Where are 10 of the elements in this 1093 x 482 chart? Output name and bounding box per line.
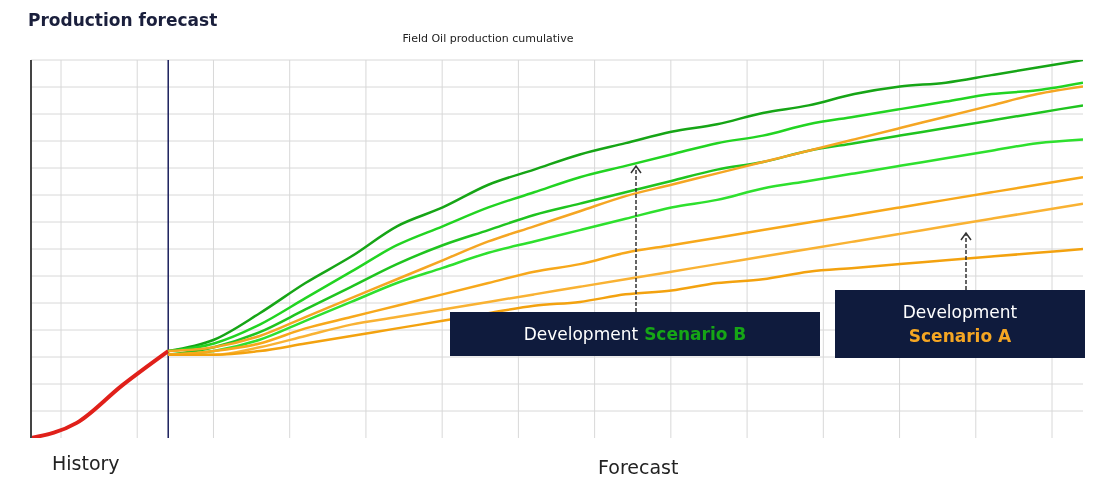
callout-box: Development Scenario A bbox=[835, 290, 1085, 358]
annotation: Scenario B bbox=[644, 324, 747, 344]
callout-box: Development Scenario B bbox=[450, 312, 820, 356]
chart-subtitle: Field Oil production cumulative bbox=[401, 32, 575, 45]
annotation: Development bbox=[902, 302, 1018, 322]
chart-title: Production forecast bbox=[28, 10, 218, 30]
annotation: Scenario A bbox=[908, 326, 1012, 346]
annotation: Development bbox=[523, 324, 639, 344]
text: History bbox=[52, 452, 120, 474]
text: Forecast bbox=[598, 456, 679, 478]
